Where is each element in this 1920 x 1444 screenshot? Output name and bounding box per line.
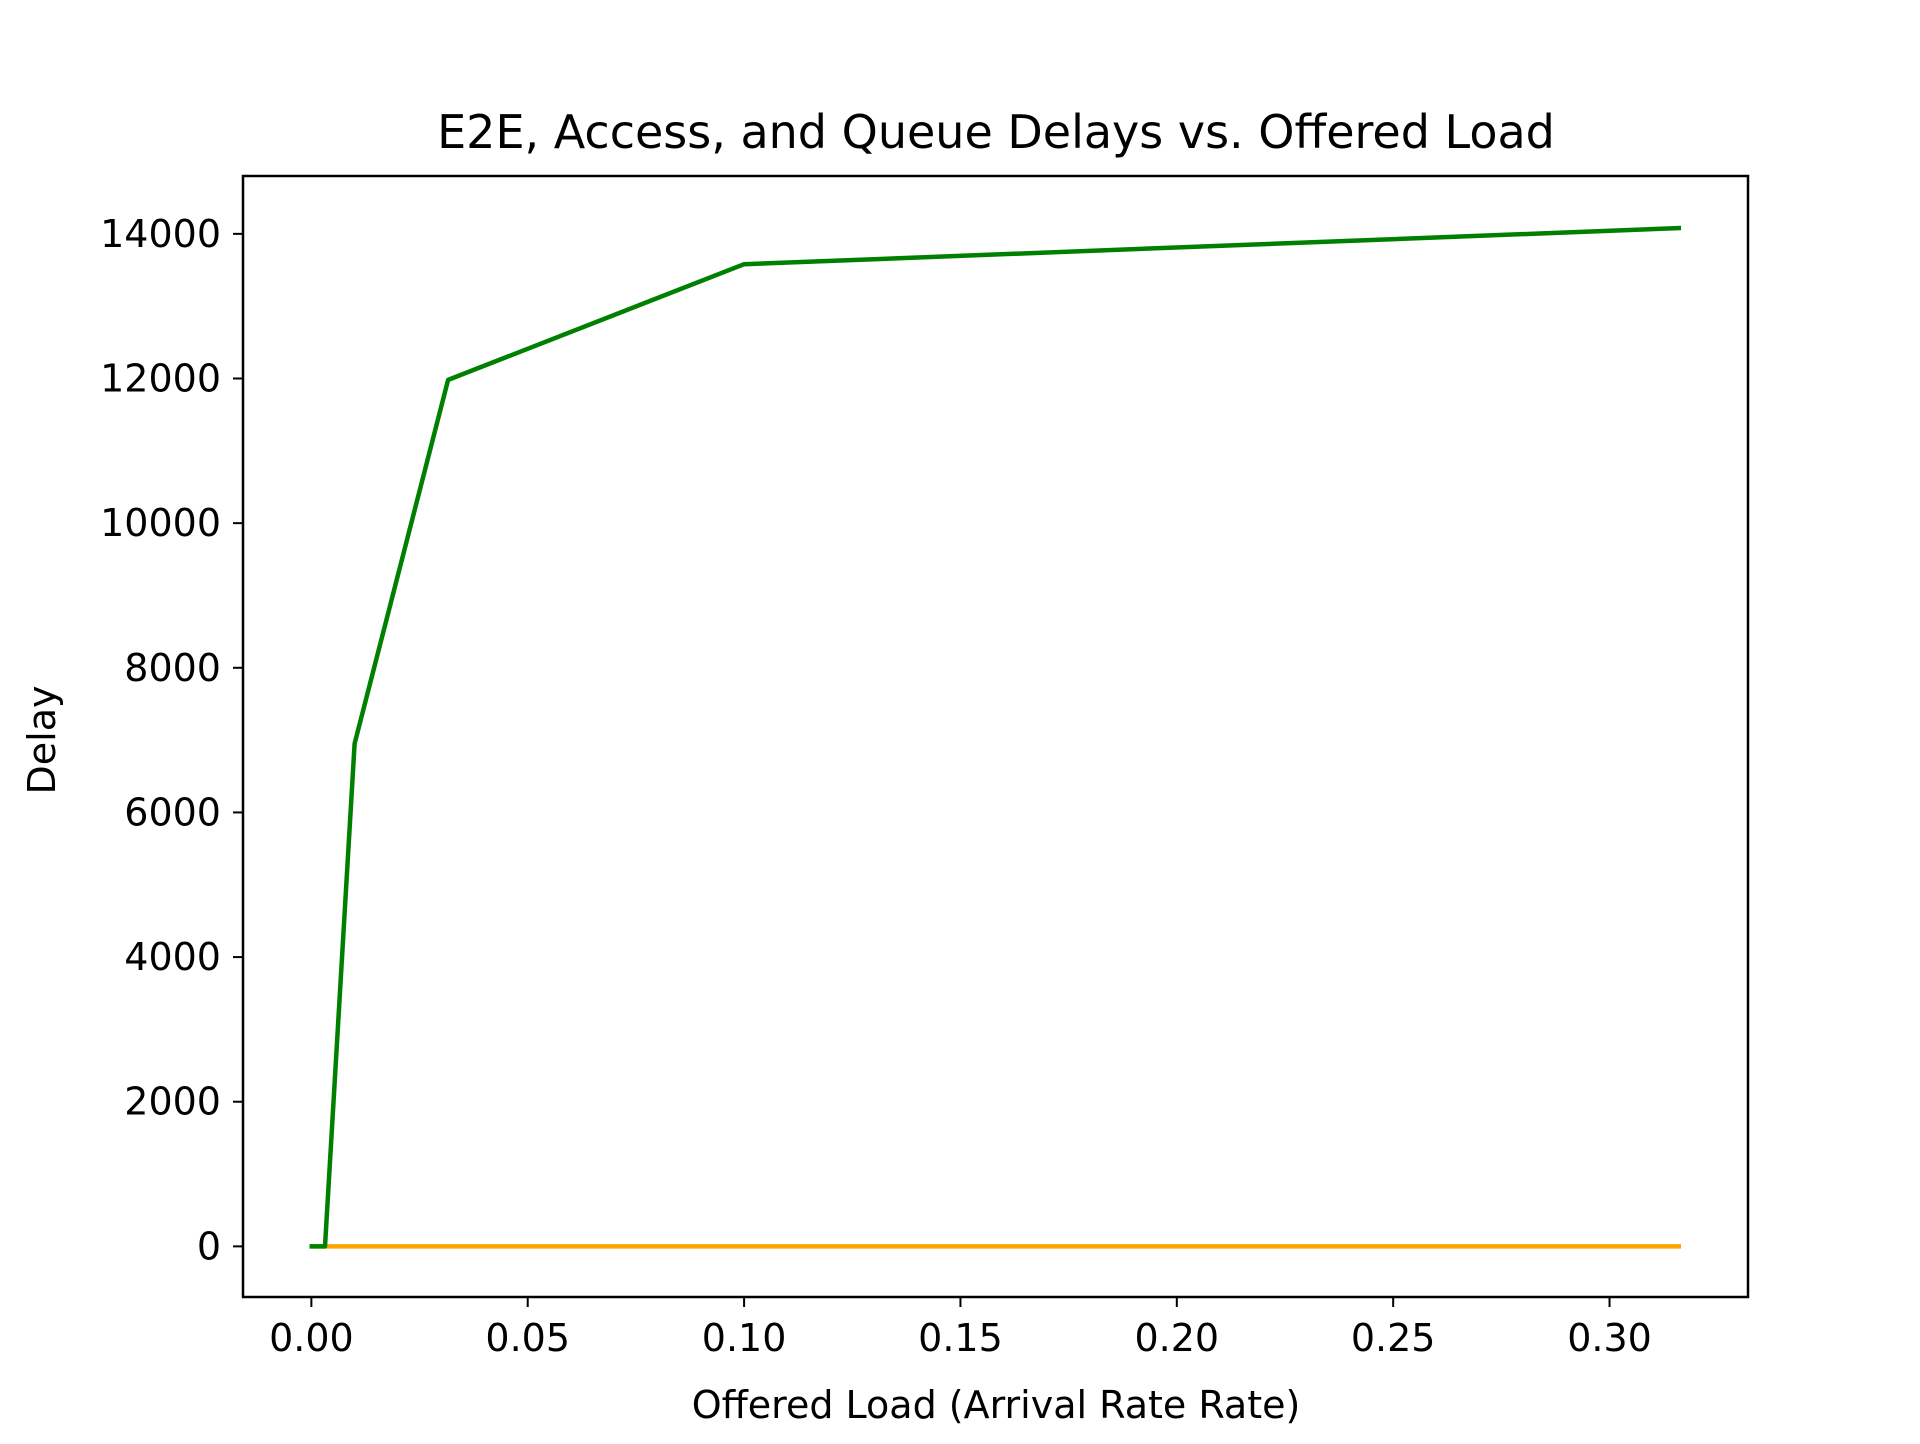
y-tick-label: 12000 xyxy=(100,357,221,401)
y-axis: 0 2000 4000 6000 8000 10000 12000 14000 xyxy=(100,212,243,1268)
y-tick-label: 2000 xyxy=(124,1080,221,1124)
plot-area xyxy=(309,225,1682,1249)
y-tick-label: 6000 xyxy=(124,790,221,834)
x-tick-label: 0.15 xyxy=(918,1316,1003,1360)
y-tick-label: 0 xyxy=(197,1224,221,1268)
x-tick-label: 0.20 xyxy=(1135,1316,1220,1360)
chart-title: E2E, Access, and Queue Delays vs. Offere… xyxy=(437,105,1555,159)
x-tick-label: 0.00 xyxy=(269,1316,354,1360)
y-tick-label: 10000 xyxy=(100,501,221,545)
y-tick-label: 14000 xyxy=(100,212,221,256)
x-tick-label: 0.05 xyxy=(485,1316,570,1360)
y-tick-label: 4000 xyxy=(124,935,221,979)
x-tick-label: 0.10 xyxy=(702,1316,787,1360)
x-axis-label: Offered Load (Arrival Rate Rate) xyxy=(692,1383,1301,1427)
y-tick-label: 8000 xyxy=(124,646,221,690)
x-tick-label: 0.30 xyxy=(1567,1316,1652,1360)
y-axis-label: Delay xyxy=(20,686,64,795)
x-tick-label: 0.25 xyxy=(1351,1316,1436,1360)
series-line-2 xyxy=(309,225,1682,1249)
x-axis: 0.00 0.05 0.10 0.15 0.20 0.25 0.30 xyxy=(269,1297,1652,1360)
plot-frame xyxy=(241,174,1750,1299)
